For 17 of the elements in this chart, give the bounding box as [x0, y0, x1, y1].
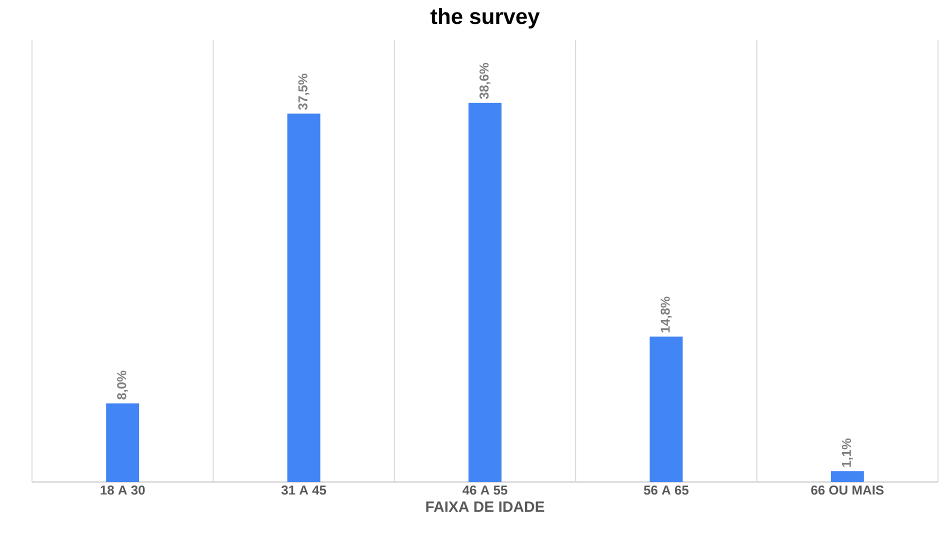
data-label: 37,5% [298, 74, 310, 110]
x-tick-label: 46 A 55 [462, 486, 508, 495]
chart-title: the survey [430, 8, 540, 28]
bar [830, 471, 864, 482]
x-tick-label: 66 OU MAIS [811, 486, 884, 495]
data-label: 1,1% [842, 438, 853, 467]
x-axis-title: FAIXA DE IDADE [426, 502, 544, 512]
bar [468, 102, 502, 482]
bar [287, 114, 320, 482]
data-label: 14,8% [660, 296, 672, 332]
data-label: 38,6% [479, 62, 491, 100]
x-tick-label: 18 A 30 [100, 486, 145, 495]
bar [650, 336, 683, 482]
x-tick-label: 31 A 45 [281, 486, 326, 495]
data-label: 8,0% [117, 370, 128, 400]
x-tick-label: 56 A 65 [644, 486, 689, 495]
bar [106, 403, 140, 482]
